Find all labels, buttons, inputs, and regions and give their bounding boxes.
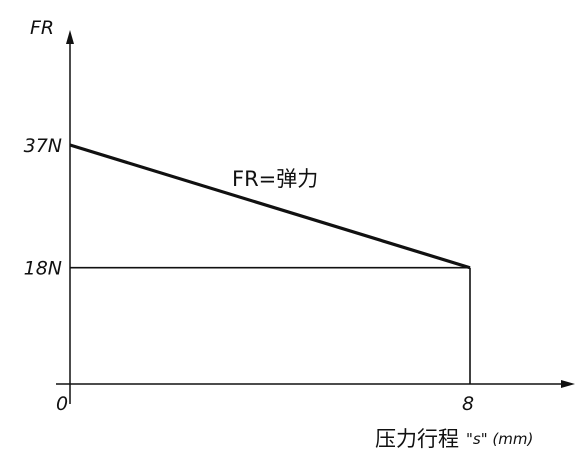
y-tick-label: 37N: [24, 135, 62, 157]
curve-annotation: FR=弹力: [232, 167, 318, 191]
x-axis-label: 压力行程: [375, 427, 459, 451]
series-layer: [69, 143, 471, 270]
series-line-0: [69, 143, 471, 270]
x-tick-label: 8: [462, 393, 474, 415]
y-axis-arrow: [66, 30, 74, 44]
axes: [56, 30, 575, 404]
y-axis-label: FR: [30, 17, 54, 39]
x-axis-arrow: [561, 380, 575, 388]
x-tick-label: 0: [56, 393, 68, 415]
reference-lines: [70, 266, 471, 384]
x-axis-unit: "s" (mm): [466, 430, 533, 448]
y-tick-label: 18N: [24, 258, 62, 280]
